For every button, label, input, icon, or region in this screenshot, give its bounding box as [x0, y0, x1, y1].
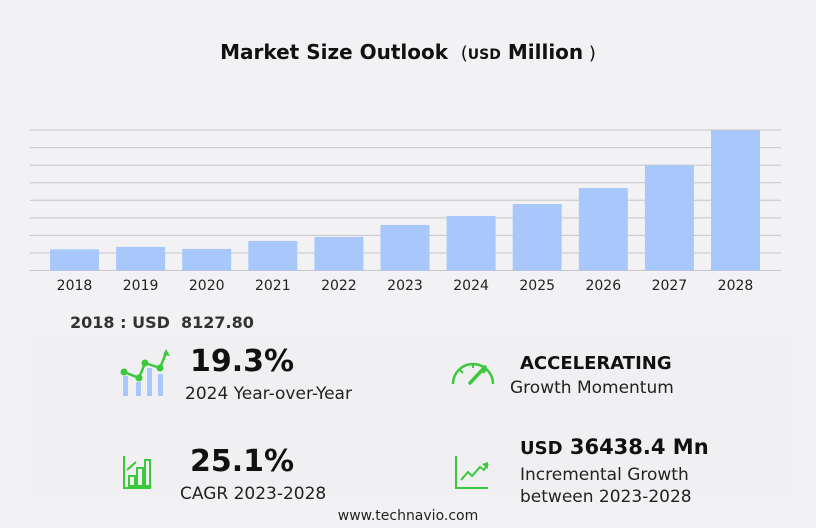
base-number: 8127.80 [181, 313, 254, 332]
x-tick-label: 2020 [189, 278, 225, 294]
x-tick-label: 2023 [387, 278, 423, 294]
cagr-bars-icon [123, 456, 151, 489]
stats-panel [32, 335, 792, 495]
cagr-label: CAGR 2023-2028 [180, 484, 327, 504]
footer-url: www.technavio.com [337, 508, 479, 524]
bar-chart: 2018 2019 2020 2021 2022 2023 2024 2025 2026 2027… [30, 129, 781, 294]
momentum-value: ACCELERATING [520, 353, 672, 374]
bar-2028 [711, 130, 760, 271]
cagr-value: 25.1% [190, 444, 295, 479]
bar-2020 [182, 248, 232, 271]
x-tick-label: 2028 [718, 278, 754, 294]
x-tick-label: 2019 [123, 278, 159, 294]
bar-2019 [116, 246, 166, 271]
x-tick-label: 2018 [57, 278, 93, 294]
title-unit-suffix: Million [507, 40, 584, 64]
trend-line-icon [455, 456, 489, 489]
momentum-label: Growth Momentum [510, 378, 674, 398]
x-tick-label: 2022 [321, 278, 357, 294]
growth-chart-icon [120, 349, 170, 396]
x-tick-label: 2024 [453, 278, 489, 294]
bar-2026 [578, 188, 628, 271]
incremental-value: USD 36438.4 Mn [520, 435, 709, 459]
base-value: 2018 : USD 8127.80 [70, 313, 254, 332]
x-tick-label: 2025 [519, 278, 555, 294]
x-tick-label: 2026 [585, 278, 621, 294]
x-tick-label: 2021 [255, 278, 291, 294]
incremental-period: between 2023-2028 [520, 487, 692, 507]
base-label: 2018 : USD [70, 313, 170, 332]
chart-title: Market Size Outlook (USD Million ) [220, 40, 596, 64]
incremental-currency: USD [520, 438, 563, 459]
bar-2022 [314, 236, 364, 271]
x-tick-label: 2027 [652, 278, 688, 294]
speedometer-icon [451, 362, 495, 385]
title-unit: USD [467, 47, 501, 63]
bar-2025 [512, 204, 562, 271]
bar-2018 [50, 249, 99, 271]
bar-2024 [446, 215, 496, 271]
incremental-label: Incremental Growth [520, 465, 689, 485]
yoy-value: 19.3% [190, 344, 295, 379]
yoy-label: 2024 Year-over-Year [185, 384, 352, 404]
bar-2023 [380, 224, 430, 271]
title-text: Market Size Outlook [220, 40, 449, 64]
bar-2027 [644, 165, 694, 271]
incremental-amount: 36438.4 Mn [569, 435, 709, 459]
bar-2021 [248, 240, 298, 271]
